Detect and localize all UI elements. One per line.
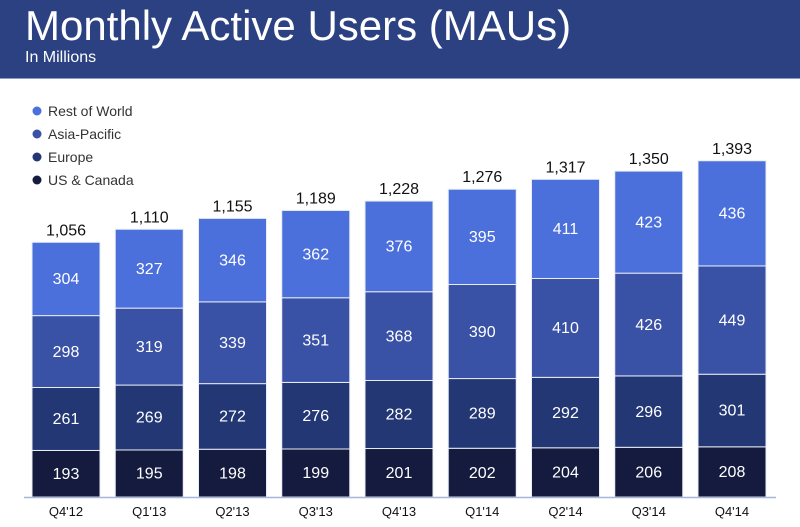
legend-label: Asia-Pacific (48, 126, 121, 142)
segment-label: 298 (53, 344, 80, 361)
total-label: 1,393 (712, 141, 752, 158)
x-tick-label: Q1'13 (132, 504, 166, 519)
segment-label: 411 (553, 221, 579, 238)
bar-segment (614, 272, 684, 377)
bar-segment (531, 447, 600, 498)
segment-label: 276 (302, 408, 329, 425)
x-tick-label: Q4'14 (715, 504, 749, 519)
segment-label: 261 (53, 411, 80, 428)
segment-label: 362 (302, 246, 329, 263)
bar-segment (31, 241, 101, 317)
segment-label: 202 (469, 465, 496, 482)
segment-label: 339 (219, 335, 246, 352)
legend-marker (32, 175, 42, 185)
bar-segment (364, 448, 434, 498)
bar-segment (364, 379, 434, 450)
total-label: 1,350 (629, 151, 669, 168)
bar-segment (114, 228, 184, 309)
total-label: 1,155 (212, 198, 252, 215)
segment-label: 206 (635, 464, 662, 481)
chart-subtitle: In Millions (25, 49, 97, 66)
legend-label: Europe (48, 149, 93, 165)
bar-segment (447, 188, 517, 285)
segment-label: 204 (552, 465, 579, 482)
segment-label: 282 (386, 407, 413, 424)
segment-label: 198 (219, 465, 246, 482)
x-tick-label: Q1'14 (465, 504, 499, 519)
segment-label: 449 (719, 312, 746, 329)
segment-label: 296 (635, 404, 662, 421)
bar-segment (614, 375, 684, 448)
bar-segment (281, 209, 351, 299)
segment-label: 304 (53, 271, 80, 288)
bar-segment (364, 291, 434, 381)
bar-segment (531, 277, 600, 378)
bar-segment (614, 446, 684, 498)
segment-label: 376 (386, 239, 413, 256)
bar-segment (531, 376, 600, 449)
segment-label: 390 (469, 324, 496, 341)
bar-segment (31, 386, 101, 451)
total-label: 1,056 (46, 222, 86, 239)
total-label: 1,189 (296, 190, 336, 207)
legend-label: Rest of World (48, 103, 133, 119)
x-tick-label: Q2'13 (215, 504, 249, 519)
header-banner: Monthly Active Users (MAUs) In Millions (0, 0, 800, 79)
x-tick-label: Q4'13 (382, 504, 416, 519)
segment-label: 201 (386, 465, 413, 482)
bar-segment (697, 265, 767, 375)
segment-label: 301 (719, 403, 746, 420)
total-label: 1,276 (462, 169, 502, 186)
segment-label: 195 (136, 466, 163, 483)
segment-label: 193 (53, 466, 80, 483)
bar-segment (447, 447, 517, 498)
x-tick-label: Q3'13 (299, 504, 333, 519)
segment-label: 199 (302, 465, 329, 482)
segment-label: 289 (469, 406, 496, 423)
segment-label: 436 (719, 206, 746, 223)
segment-label: 319 (136, 339, 163, 356)
bar-segment (364, 200, 434, 293)
segment-label: 426 (635, 317, 662, 334)
segment-label: 208 (719, 464, 746, 481)
chart-title: Monthly Active Users (MAUs) (25, 2, 572, 49)
bar-segment (31, 315, 101, 388)
segment-label: 423 (635, 214, 662, 231)
legend-marker (32, 106, 42, 116)
bar-segment (198, 217, 267, 303)
bar-segment (114, 449, 184, 498)
bar-segment (198, 383, 267, 450)
segment-label: 269 (136, 410, 163, 427)
x-tick-label: Q3'14 (632, 504, 666, 519)
bar-segment (697, 160, 767, 267)
legend-marker (32, 129, 42, 139)
bar-segment (697, 373, 767, 448)
segment-label: 272 (219, 409, 246, 426)
bar-segment (31, 449, 101, 498)
legend-label: US & Canada (48, 172, 134, 188)
segment-label: 292 (552, 405, 579, 422)
x-tick-label: Q2'14 (548, 504, 582, 519)
bar-segment (198, 301, 267, 385)
segment-label: 346 (219, 252, 246, 269)
segment-label: 410 (552, 320, 579, 337)
x-tick-label: Q4'12 (49, 504, 83, 519)
segment-label: 351 (302, 332, 329, 349)
legend-marker (32, 152, 42, 162)
segment-label: 368 (386, 328, 413, 345)
segment-label: 395 (469, 229, 496, 246)
bar-segment (697, 446, 767, 498)
total-label: 1,317 (545, 159, 585, 176)
total-label: 1,110 (130, 209, 169, 226)
bar-segment (531, 178, 600, 279)
bar-segment (614, 170, 684, 274)
segment-label: 327 (136, 261, 163, 278)
total-label: 1,228 (379, 181, 419, 198)
bar-segment (447, 283, 517, 380)
